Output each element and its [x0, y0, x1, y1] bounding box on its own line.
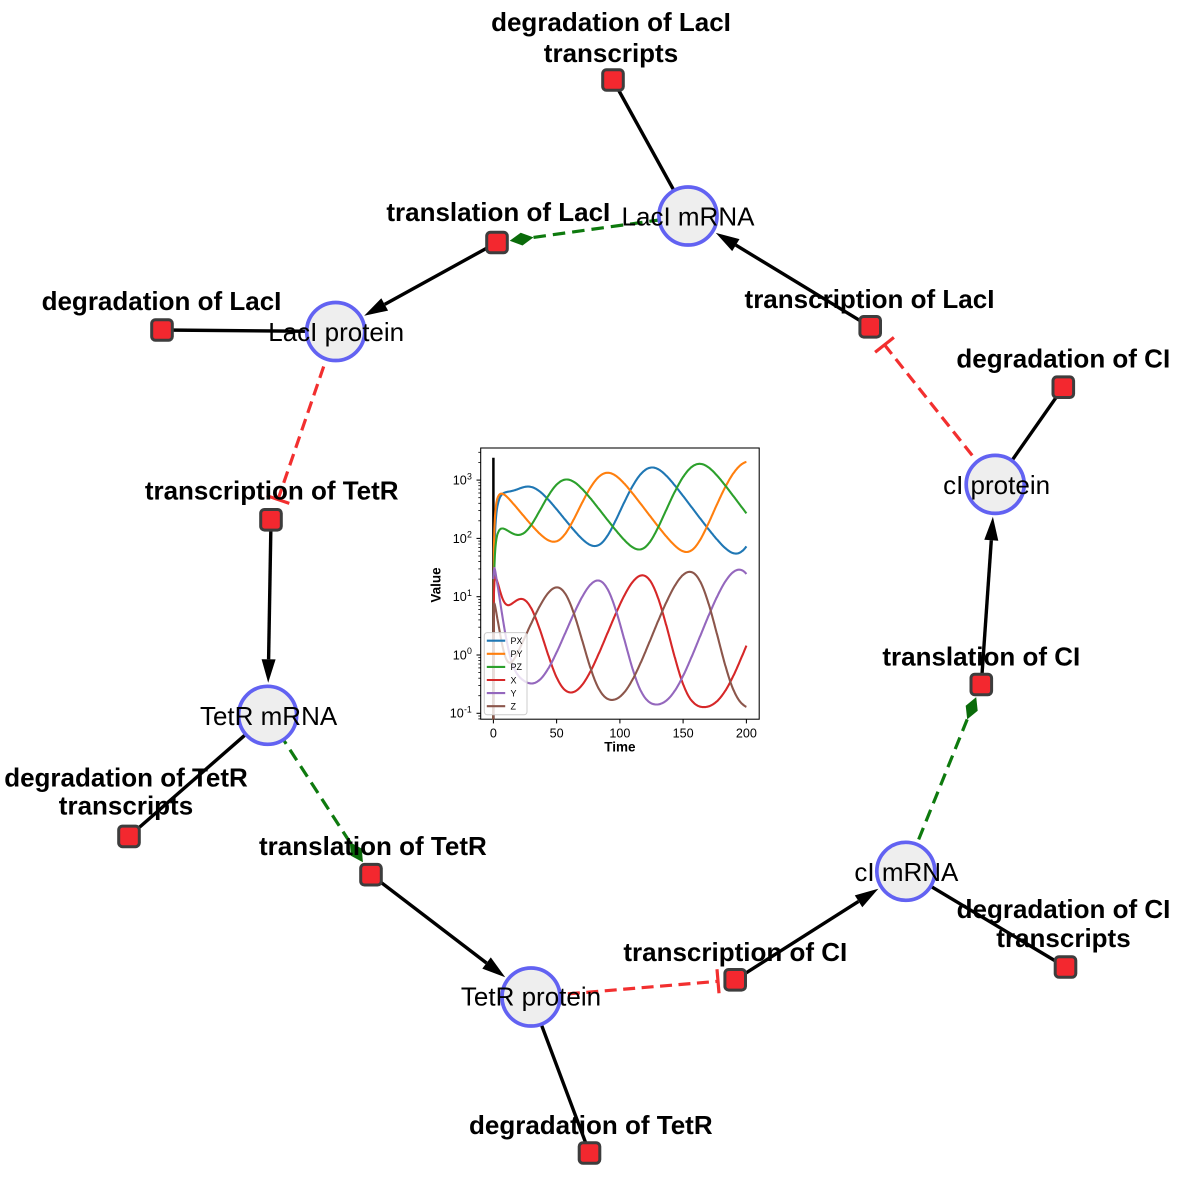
svg-text:transcripts: transcripts — [59, 791, 193, 821]
svg-text:degradation of CI: degradation of CI — [956, 344, 1170, 374]
svg-text:LacI mRNA: LacI mRNA — [622, 202, 756, 232]
svg-text:10: 10 — [453, 532, 467, 546]
svg-text:degradation of LacI: degradation of LacI — [42, 286, 282, 316]
svg-text:10: 10 — [453, 648, 467, 662]
svg-text:X: X — [511, 675, 517, 685]
svg-text:degradation of CI: degradation of CI — [957, 894, 1171, 924]
svg-text:100: 100 — [609, 726, 630, 740]
svg-text:translation of TetR: translation of TetR — [259, 831, 487, 861]
svg-text:PZ: PZ — [511, 662, 523, 672]
svg-text:Z: Z — [511, 702, 517, 712]
svg-text:degradation of TetR: degradation of TetR — [4, 763, 248, 793]
svg-text:2: 2 — [467, 530, 472, 540]
svg-text:cI mRNA: cI mRNA — [854, 857, 959, 887]
svg-text:cI protein: cI protein — [943, 470, 1050, 500]
svg-text:PY: PY — [511, 649, 523, 659]
svg-text:translation of LacI: translation of LacI — [386, 197, 610, 227]
svg-text:LacI protein: LacI protein — [268, 317, 404, 347]
svg-text:translation of CI: translation of CI — [882, 642, 1080, 672]
svg-text:transcription of CI: transcription of CI — [623, 937, 847, 967]
svg-text:transcription of TetR: transcription of TetR — [145, 476, 399, 506]
svg-text:10: 10 — [450, 707, 464, 721]
svg-text:transcription of LacI: transcription of LacI — [745, 284, 995, 314]
svg-text:transcripts: transcripts — [544, 38, 678, 68]
svg-text:0: 0 — [490, 726, 497, 740]
svg-text:200: 200 — [736, 726, 757, 740]
svg-text:Y: Y — [511, 688, 517, 698]
svg-text:degradation of TetR: degradation of TetR — [469, 1110, 713, 1140]
svg-text:degradation of LacI: degradation of LacI — [491, 7, 731, 37]
svg-text:150: 150 — [673, 726, 694, 740]
svg-text:0: 0 — [467, 646, 472, 656]
svg-text:1: 1 — [467, 588, 472, 598]
svg-text:-1: -1 — [464, 705, 472, 715]
svg-text:transcripts: transcripts — [996, 923, 1130, 953]
svg-text:Time: Time — [604, 740, 636, 755]
svg-text:10: 10 — [453, 590, 467, 604]
svg-text:TetR mRNA: TetR mRNA — [200, 701, 338, 731]
svg-text:TetR protein: TetR protein — [461, 981, 601, 1011]
svg-text:10: 10 — [453, 474, 467, 488]
svg-text:3: 3 — [467, 471, 472, 481]
svg-text:PX: PX — [511, 636, 523, 646]
svg-text:Value: Value — [429, 567, 444, 603]
svg-text:50: 50 — [550, 726, 564, 740]
